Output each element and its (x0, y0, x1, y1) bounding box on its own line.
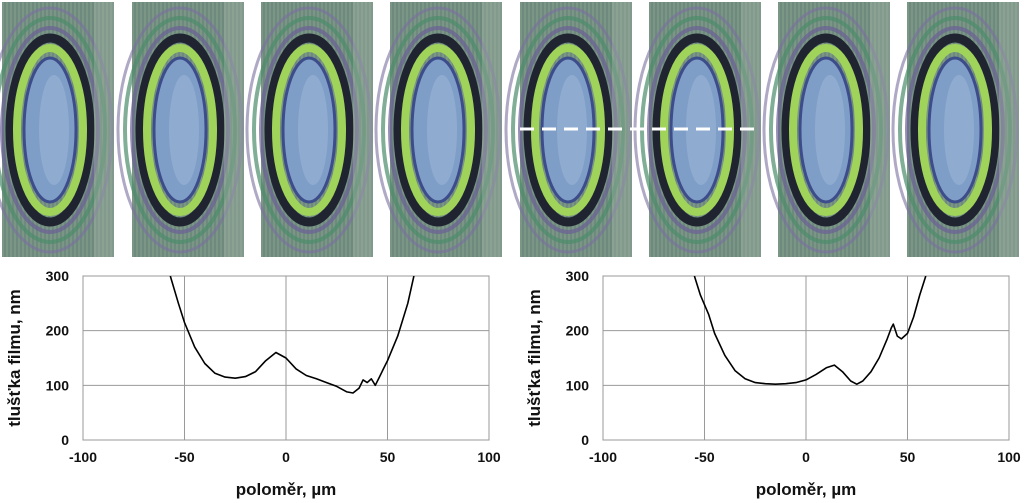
y-axis-label: tlušťka filmu, nm (5, 289, 24, 427)
x-axis-label: poloměr, µm (236, 480, 336, 499)
x-tick-label: -50 (174, 449, 194, 465)
x-axis-label: poloměr, µm (756, 480, 856, 499)
y-tick-label: 0 (581, 432, 589, 448)
x-tick-label: -100 (589, 449, 617, 465)
x-tick-label: 100 (477, 449, 501, 465)
y-tick-label: 200 (566, 323, 590, 339)
y-tick-label: 100 (566, 377, 590, 393)
x-tick-label: 50 (380, 449, 396, 465)
chart-right: -100 -50 0 50 100 0 100 200 300 poloměr, µm tlušťk… (525, 268, 1021, 499)
x-tick-label: -50 (694, 449, 714, 465)
x-tick-label: 100 (997, 449, 1021, 465)
x-tick-label: 50 (900, 449, 916, 465)
frame-3 (247, 2, 373, 257)
series-line-profile-2 (693, 276, 927, 386)
x-tick-label: 0 (282, 449, 290, 465)
y-tick-label: 300 (566, 268, 590, 284)
x-tick-label: 0 (802, 449, 810, 465)
interferogram-strip (0, 0, 1024, 258)
y-tick-label: 0 (61, 432, 69, 448)
x-tick-label: -100 (69, 449, 97, 465)
y-axis-label: tlušťka filmu, nm (525, 289, 544, 427)
y-tick-label: 300 (46, 268, 70, 284)
y-tick-label: 100 (46, 377, 70, 393)
y-tick-label: 200 (46, 323, 70, 339)
series-line-profile-1 (169, 276, 415, 394)
frame-2 (118, 2, 244, 257)
frame-8 (893, 2, 1019, 257)
frame-1 (0, 2, 114, 257)
chart-left: -100 -50 0 50 100 0 100 200 300 poloměr, µm tlušťk… (5, 268, 501, 499)
chart-area: -100 -50 0 50 100 0 100 200 300 poloměr, µm tlušťk… (5, 268, 1021, 499)
frame-7 (764, 2, 890, 257)
frame-4 (376, 2, 502, 257)
